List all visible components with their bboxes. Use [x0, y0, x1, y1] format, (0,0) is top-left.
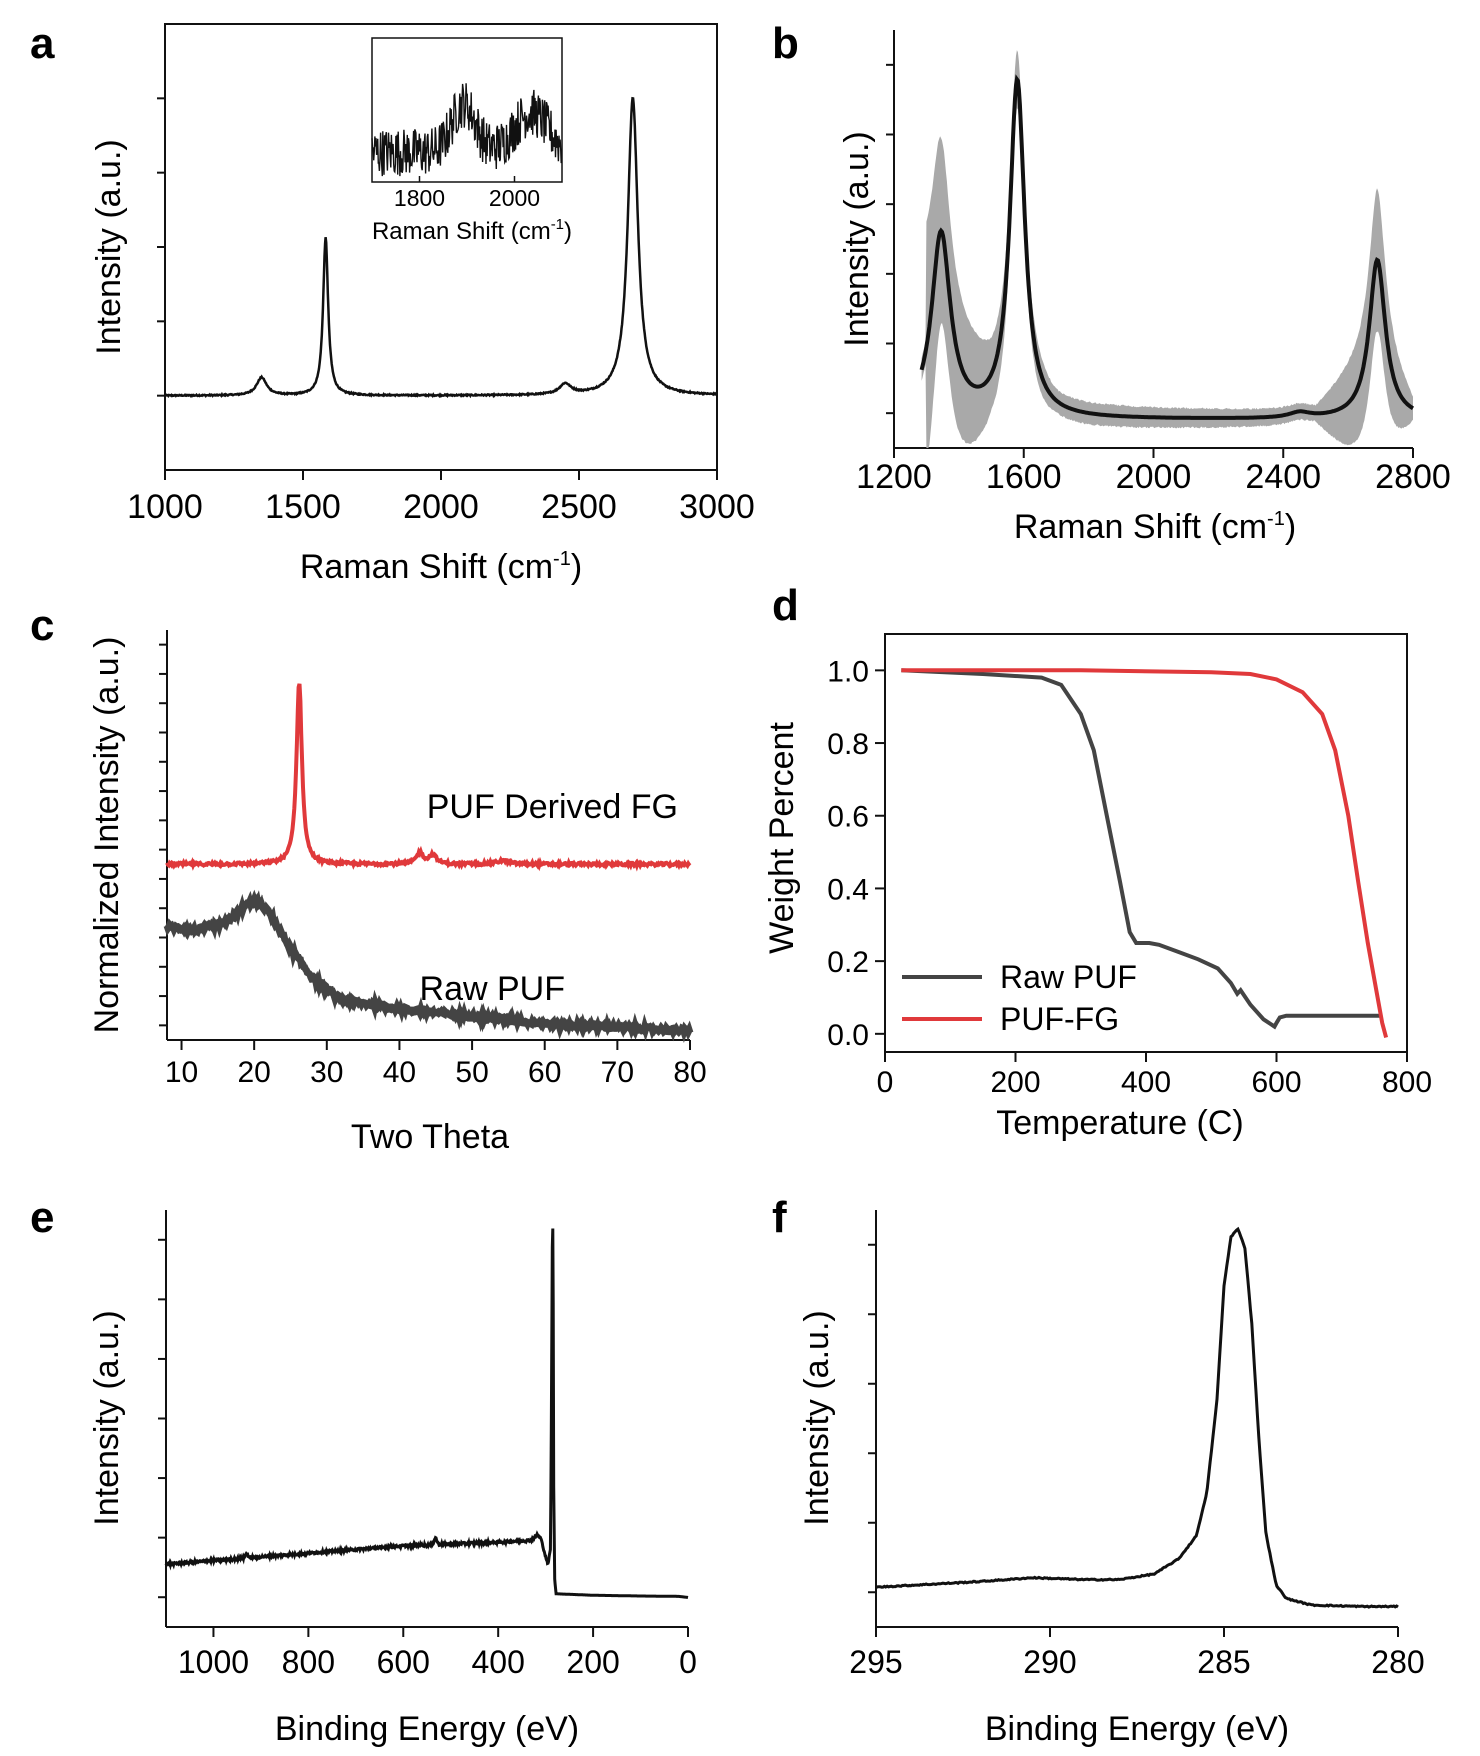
x-axis-ticks-c: 10 20 30 40 50 60 70 80: [165, 1040, 707, 1089]
legend-label-puf-fg: PUF-FG: [1000, 1001, 1119, 1037]
x-axis-b-tick-label: 1200: [856, 458, 932, 496]
series-label-puf-derived-fg: PUF Derived FG: [427, 788, 678, 826]
panel-e: e 1000 800 600 400 200 0 Binding Energy (eV) …: [30, 1193, 697, 1748]
panel-label-e: e: [30, 1193, 54, 1242]
series-line-puf-fg-tga: [901, 668, 1389, 1039]
x-axis-e-tick-label: 200: [566, 1644, 619, 1680]
series-line-puf-derived-fg: [165, 683, 692, 872]
x-axis-label-e: Binding Energy (eV): [275, 1710, 579, 1748]
panel-label-c: c: [30, 601, 54, 650]
x-axis-ticks-b: 1200 1600 2000 2400 2800: [856, 448, 1451, 496]
x-axis-e-tick-label: 1000: [178, 1644, 249, 1680]
series-line-raw-puf: [163, 889, 694, 1044]
x-axis-ticks-e: 1000 800 600 400 200 0: [178, 1627, 697, 1680]
x-axis-ticks-a: 1000 1500 2000 2500 3000: [127, 470, 755, 526]
inset-x-axis-label: Raman Shift (cm-1): [372, 216, 572, 245]
x-axis-b-tick-label: 2000: [1116, 458, 1192, 496]
panel-a: a 1000 1500 2000 2500 3000 Raman Shift (cm-1…: [30, 19, 755, 586]
x-axis-a-tick-label: 3000: [679, 488, 755, 526]
x-axis-ticks-f: 295 290 285 280: [849, 1627, 1425, 1680]
x-axis-e-tick-label: 0: [679, 1644, 697, 1680]
series-label-raw-puf: Raw PUF: [420, 970, 565, 1008]
y-axis-ticks-d: 0.0 0.2 0.4 0.6 0.8 1.0: [827, 655, 885, 1052]
y-axis-d-tick-label: 0.8: [827, 728, 869, 761]
x-axis-label-c: Two Theta: [351, 1118, 509, 1156]
panel-b: b 1200 1600 2000 2400 2800 Raman Shift (cm-1…: [772, 19, 1451, 546]
x-axis-a-tick-label: 2500: [541, 488, 617, 526]
x-axis-b-tick-label: 2800: [1375, 458, 1451, 496]
y-axis-label-d: Weight Percent: [763, 722, 801, 954]
panel-label-b: b: [772, 19, 799, 68]
y-axis-ticks-e: [158, 1238, 166, 1599]
y-axis-d-tick-label: 0.4: [827, 873, 869, 906]
mean-spectrum-line-b: [919, 74, 1415, 420]
x-axis-d-tick-label: 400: [1121, 1066, 1171, 1099]
y-axis-label-e: Intensity (a.u.): [88, 1310, 126, 1525]
plot-frame-d: [884, 633, 1408, 1053]
y-axis-d-tick-label: 0.2: [827, 946, 869, 979]
x-axis-d-tick-label: 0: [877, 1066, 894, 1099]
y-axis-ticks-b: [886, 63, 894, 415]
panel-label-a: a: [30, 19, 55, 68]
x-axis-d-tick-label: 600: [1251, 1066, 1301, 1099]
x-axis-c-tick-label: 30: [310, 1056, 343, 1089]
std-band-b: [921, 50, 1413, 448]
spectrum-line-a: [164, 96, 718, 399]
x-axis-ticks-d: 0 200 400 600 800: [877, 1052, 1432, 1099]
series-line-raw-puf-tga: [901, 668, 1381, 1030]
y-axis-label-b: Intensity (a.u.): [838, 131, 876, 346]
x-axis-e-tick-label: 800: [282, 1644, 335, 1680]
y-axis-d-tick-label: 0.6: [827, 801, 869, 834]
x-axis-c-tick-label: 70: [601, 1056, 634, 1089]
inset-tick-label: 2000: [489, 185, 540, 211]
x-axis-e-tick-label: 600: [377, 1644, 430, 1680]
panel-d: d 0 200 400 600 800 0.0 0.2 0.4 0.6 0.8 1.0 Raw P…: [763, 581, 1432, 1142]
x-axis-d-tick-label: 800: [1382, 1066, 1432, 1099]
xps-c1s-line: [875, 1226, 1399, 1609]
inset-tick-label: 1800: [394, 185, 445, 211]
x-axis-label-b: Raman Shift (cm-1): [1014, 508, 1296, 546]
y-axis-d-tick-label: 1.0: [827, 655, 869, 688]
x-axis-c-tick-label: 40: [383, 1056, 416, 1089]
y-axis-ticks-f: [868, 1243, 876, 1594]
x-axis-a-tick-label: 1500: [265, 488, 341, 526]
x-axis-a-tick-label: 1000: [127, 488, 203, 526]
x-axis-e-tick-label: 400: [471, 1644, 524, 1680]
x-axis-label-d: Temperature (C): [996, 1104, 1244, 1142]
x-axis-a-tick-label: 2000: [403, 488, 479, 526]
x-axis-label-a: Raman Shift (cm-1): [300, 548, 582, 586]
x-axis-f-tick-label: 285: [1197, 1644, 1250, 1680]
y-axis-label-a: Intensity (a.u.): [90, 139, 128, 354]
x-axis-c-tick-label: 10: [165, 1056, 198, 1089]
x-axis-b-tick-label: 2400: [1245, 458, 1321, 496]
x-axis-c-tick-label: 80: [673, 1056, 706, 1089]
x-axis-f-tick-label: 295: [849, 1644, 902, 1680]
y-axis-ticks-a: [157, 97, 165, 397]
x-axis-c-tick-label: 60: [528, 1056, 561, 1089]
x-axis-b-tick-label: 1600: [986, 458, 1062, 496]
x-axis-f-tick-label: 290: [1023, 1644, 1076, 1680]
y-axis-label-c: Normalized Intensity (a.u.): [88, 637, 126, 1034]
inset-spectrum-line: [371, 83, 563, 177]
x-axis-f-tick-label: 280: [1371, 1644, 1424, 1680]
legend-label-raw-puf: Raw PUF: [1000, 959, 1137, 995]
x-axis-label-f: Binding Energy (eV): [985, 1710, 1289, 1748]
y-axis-label-f: Intensity (a.u.): [798, 1310, 836, 1525]
x-axis-c-tick-label: 50: [455, 1056, 488, 1089]
x-axis-d-tick-label: 200: [990, 1066, 1040, 1099]
panel-label-f: f: [772, 1193, 787, 1242]
panel-c: c 10 20 30 40 50 60 70 80 PUF Derived FG Raw PU…: [30, 601, 707, 1156]
panel-label-d: d: [772, 581, 799, 630]
x-axis-c-tick-label: 20: [237, 1056, 270, 1089]
panel-f: f 295 290 285 280 Binding Energy (eV) Inten…: [772, 1193, 1425, 1748]
xps-survey-line: [164, 1228, 689, 1599]
inset-x-ticks: 1800 2000: [394, 176, 540, 211]
y-axis-d-tick-label: 0.0: [827, 1019, 869, 1052]
y-axis-ticks-c: [159, 643, 167, 1027]
